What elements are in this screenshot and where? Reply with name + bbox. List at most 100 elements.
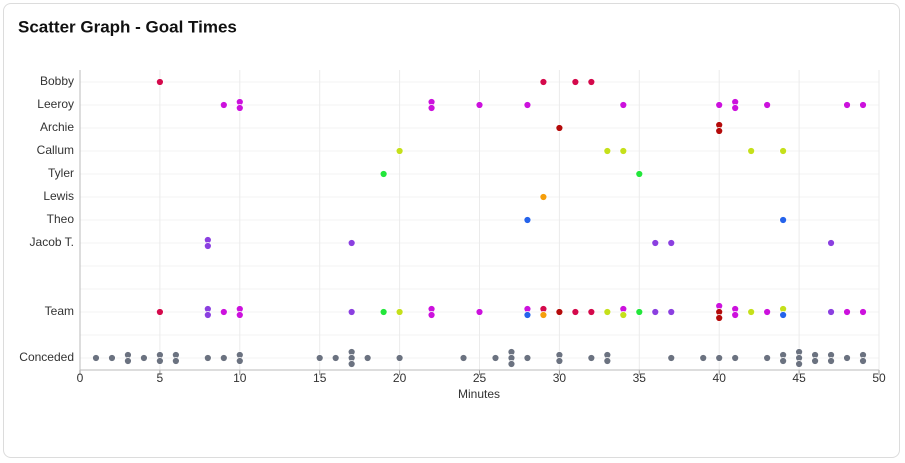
point bbox=[731, 104, 740, 112]
point bbox=[731, 354, 740, 362]
point bbox=[795, 360, 803, 368]
point bbox=[747, 308, 756, 316]
y-tick-label: Callum bbox=[37, 143, 74, 157]
point bbox=[491, 354, 500, 362]
point bbox=[715, 314, 724, 322]
point bbox=[779, 216, 788, 224]
point bbox=[203, 311, 212, 319]
y-tick-label: Conceded bbox=[19, 350, 74, 364]
y-tick-label: Lewis bbox=[43, 189, 74, 203]
y-tick-label: Team bbox=[45, 304, 74, 318]
point bbox=[587, 354, 596, 362]
point bbox=[827, 308, 835, 316]
x-tick-label: 45 bbox=[792, 371, 806, 385]
point bbox=[555, 308, 564, 316]
point bbox=[235, 104, 244, 112]
point bbox=[140, 354, 148, 362]
point bbox=[347, 239, 356, 247]
point bbox=[715, 127, 724, 135]
point bbox=[827, 357, 835, 365]
point bbox=[92, 354, 100, 362]
point bbox=[203, 354, 212, 362]
x-tick-label: 35 bbox=[633, 371, 647, 385]
point bbox=[203, 242, 212, 250]
x-tick-label: 25 bbox=[473, 371, 487, 385]
point bbox=[859, 308, 867, 316]
point bbox=[555, 357, 564, 365]
point bbox=[124, 357, 132, 365]
point bbox=[475, 308, 484, 316]
point bbox=[235, 311, 244, 319]
point bbox=[699, 354, 708, 362]
point bbox=[779, 311, 788, 319]
point bbox=[763, 308, 772, 316]
point bbox=[395, 308, 404, 316]
x-axis-label: Minutes bbox=[458, 387, 500, 401]
chart-title: Scatter Graph - Goal Times bbox=[18, 17, 237, 36]
point bbox=[427, 311, 436, 319]
x-tick-label: 50 bbox=[872, 371, 886, 385]
point bbox=[108, 354, 116, 362]
point bbox=[315, 354, 324, 362]
x-tick-label: 5 bbox=[157, 371, 164, 385]
point bbox=[667, 354, 676, 362]
point bbox=[635, 308, 644, 316]
point bbox=[763, 101, 772, 109]
point bbox=[539, 78, 548, 86]
point bbox=[747, 147, 756, 155]
point bbox=[571, 308, 580, 316]
point bbox=[635, 170, 644, 178]
point bbox=[427, 104, 436, 112]
point bbox=[347, 308, 356, 316]
point bbox=[523, 311, 532, 319]
point bbox=[587, 308, 596, 316]
point bbox=[651, 239, 660, 247]
point bbox=[523, 354, 532, 362]
point bbox=[651, 308, 660, 316]
point bbox=[347, 360, 356, 368]
point bbox=[155, 78, 164, 86]
y-tick-label: Tyler bbox=[48, 166, 74, 180]
point bbox=[219, 354, 228, 362]
y-tick-label: Archie bbox=[40, 120, 74, 134]
point bbox=[763, 354, 772, 362]
point bbox=[379, 170, 388, 178]
point bbox=[155, 357, 164, 365]
point bbox=[731, 311, 740, 319]
point bbox=[587, 78, 596, 86]
point bbox=[555, 124, 564, 132]
point bbox=[715, 101, 724, 109]
x-tick-label: 0 bbox=[77, 371, 84, 385]
point bbox=[395, 147, 404, 155]
point bbox=[827, 239, 835, 247]
point bbox=[571, 78, 580, 86]
point bbox=[811, 357, 819, 365]
point bbox=[395, 354, 404, 362]
point bbox=[619, 147, 628, 155]
point bbox=[667, 239, 676, 247]
point bbox=[715, 354, 724, 362]
point bbox=[843, 354, 851, 362]
y-tick-label: Jacob T. bbox=[30, 235, 74, 249]
point bbox=[171, 357, 180, 365]
point bbox=[603, 147, 612, 155]
x-tick-label: 20 bbox=[393, 371, 407, 385]
point bbox=[843, 101, 851, 109]
point bbox=[523, 216, 532, 224]
point bbox=[235, 357, 244, 365]
point bbox=[779, 147, 788, 155]
point bbox=[459, 354, 468, 362]
x-tick-label: 30 bbox=[553, 371, 567, 385]
x-tick-label: 15 bbox=[313, 371, 327, 385]
point bbox=[539, 311, 548, 319]
point bbox=[603, 308, 612, 316]
point bbox=[363, 354, 372, 362]
point bbox=[475, 101, 484, 109]
point bbox=[859, 101, 867, 109]
point bbox=[779, 357, 788, 365]
point bbox=[331, 354, 340, 362]
point bbox=[523, 101, 532, 109]
x-tick-label: 10 bbox=[233, 371, 247, 385]
card bbox=[3, 3, 900, 458]
